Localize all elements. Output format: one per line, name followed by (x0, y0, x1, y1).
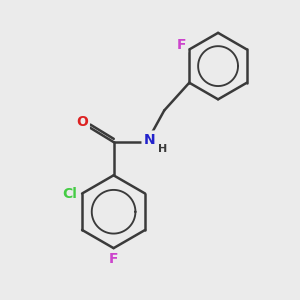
Text: Cl: Cl (63, 187, 77, 200)
Text: N: N (144, 133, 155, 147)
Text: F: F (177, 38, 186, 52)
Text: F: F (109, 252, 118, 266)
Text: O: O (76, 116, 88, 130)
Text: H: H (158, 144, 167, 154)
